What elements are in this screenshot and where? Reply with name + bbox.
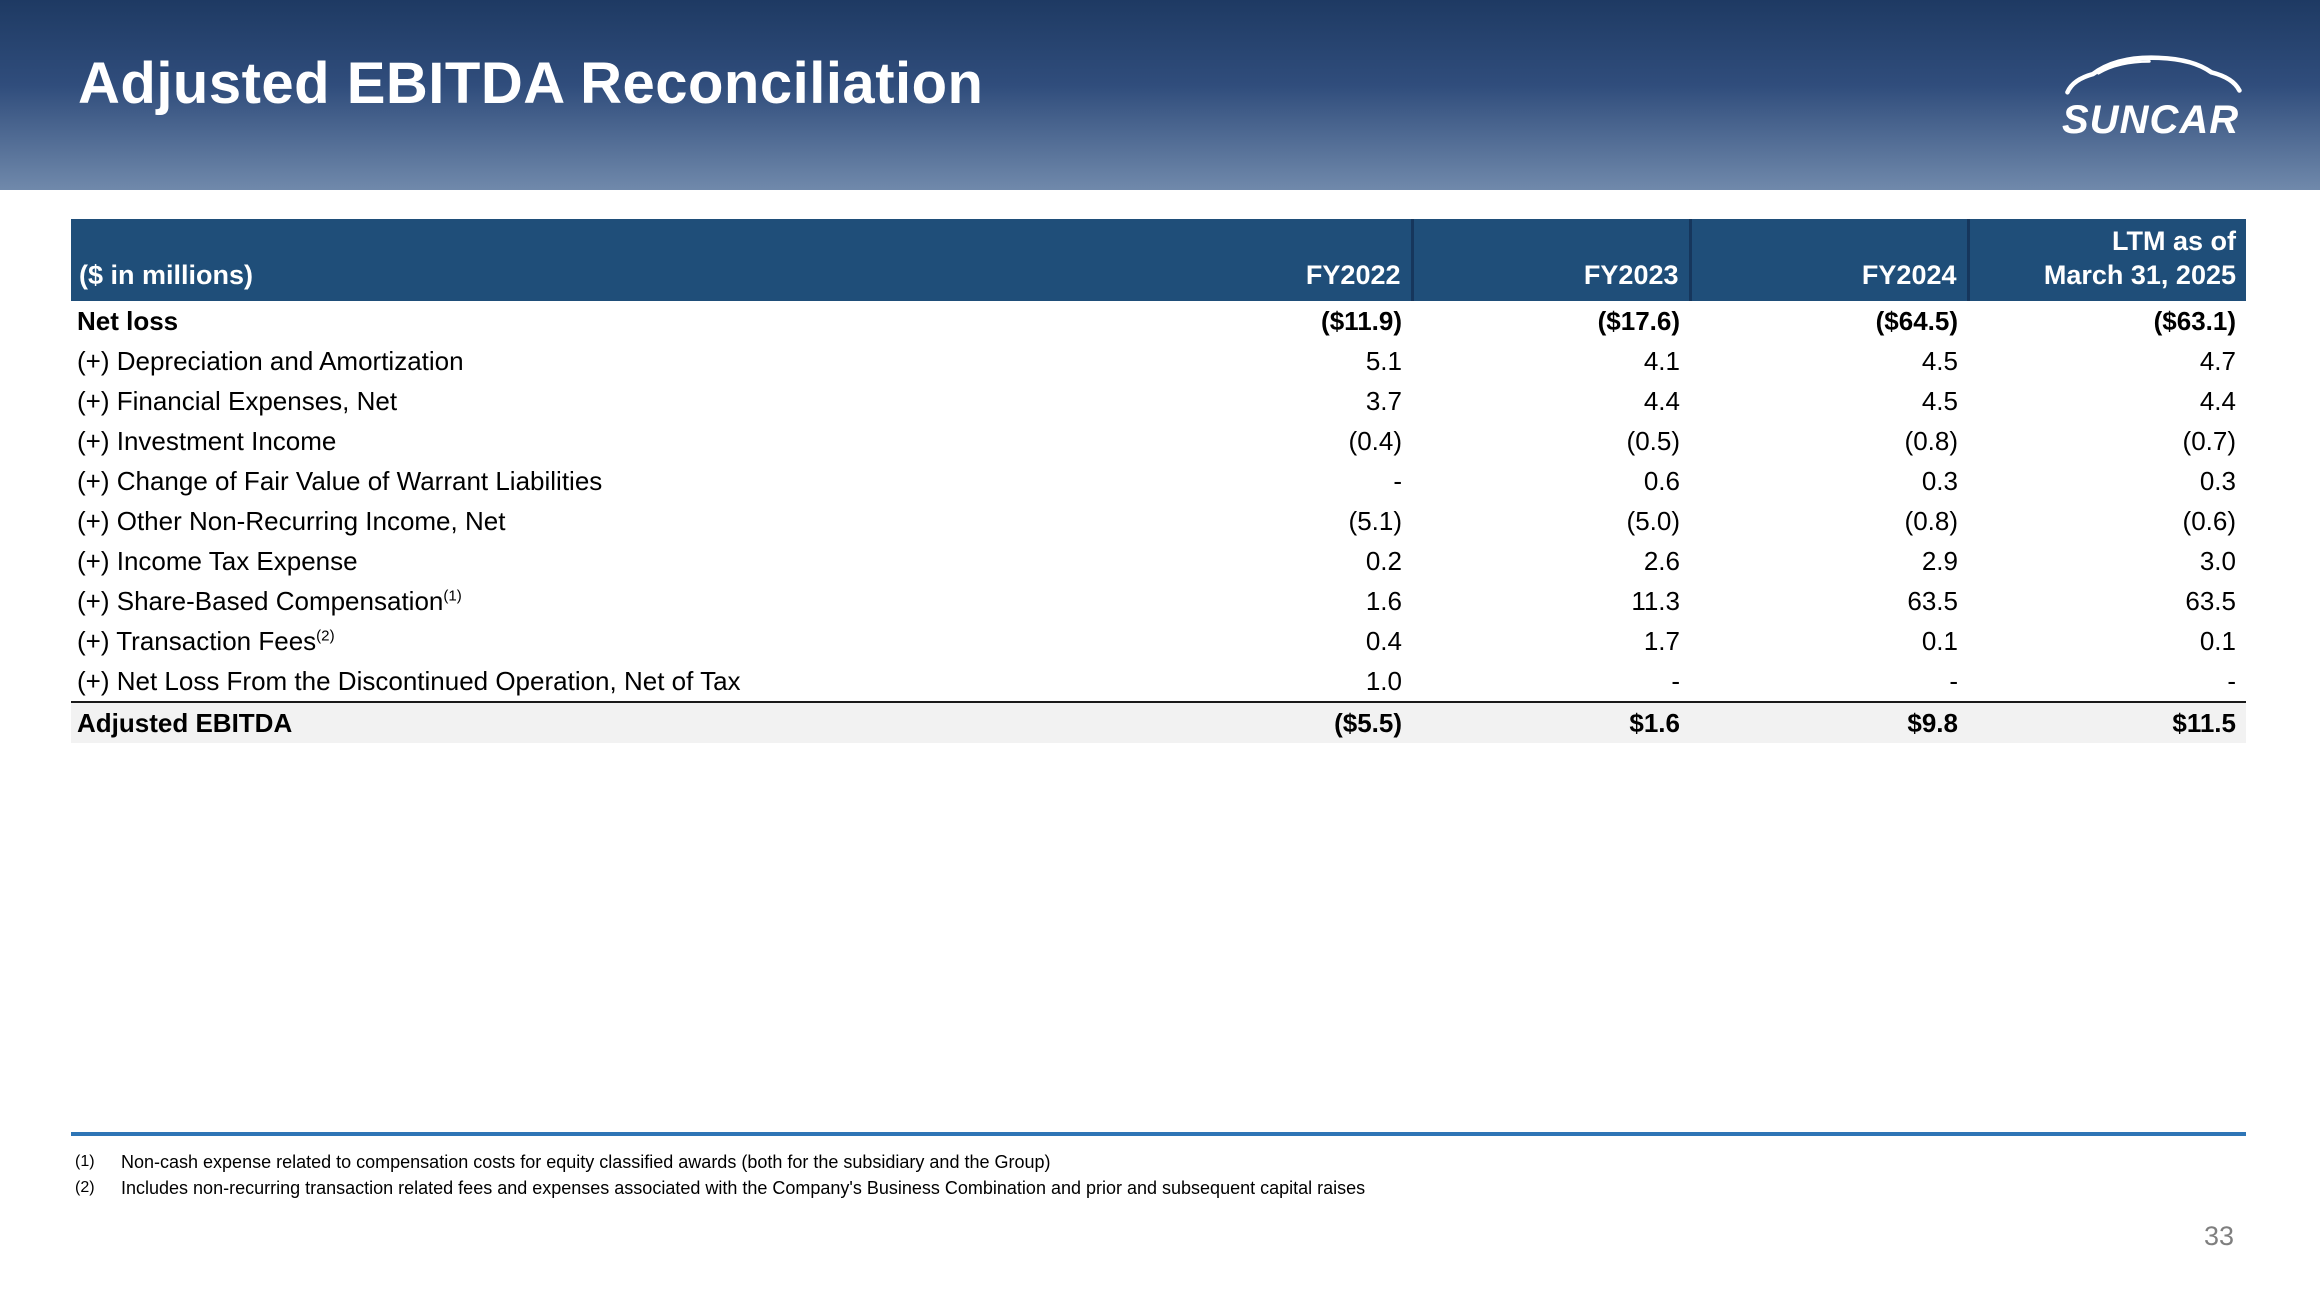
row-value: 0.3 bbox=[2199, 465, 2236, 496]
row-value: - bbox=[2227, 665, 2236, 696]
table-row: (+) Investment Income (0.4) (0.5) (0.8) (0.7… bbox=[71, 421, 2246, 461]
row-value: (0.5) bbox=[1626, 425, 1680, 456]
row-value: $11.5 bbox=[1968, 700, 2246, 743]
row-value: 0.1 bbox=[1921, 625, 1958, 656]
footnote: (2) Includes non-recurring transaction re… bbox=[75, 1178, 2175, 1199]
row-value: - bbox=[1671, 665, 1680, 696]
suncar-logo: SUNCAR bbox=[2062, 52, 2244, 140]
row-value: 0.1 bbox=[2199, 625, 2236, 656]
row-label: (+) Net Loss From the Discontinued Opera… bbox=[77, 665, 741, 696]
row-value: 4.7 bbox=[2199, 345, 2236, 376]
ebitda-reconciliation-table: ($ in millions) FY2022 FY2023 FY2024 LTM as … bbox=[71, 219, 2246, 743]
row-label: (+) Share-Based Compensation(1) bbox=[77, 585, 462, 616]
row-value: (5.0) bbox=[1626, 505, 1680, 536]
column-header: FY2024 bbox=[1688, 219, 1968, 301]
row-value: - bbox=[1393, 465, 1402, 496]
logo-text: SUNCAR bbox=[2062, 98, 2240, 142]
row-value: 2.6 bbox=[1643, 545, 1680, 576]
row-value: 63.5 bbox=[1907, 585, 1958, 616]
column-header: FY2023 bbox=[1410, 219, 1690, 301]
row-label: (+) Other Non-Recurring Income, Net bbox=[77, 505, 506, 536]
row-value: - bbox=[1949, 665, 1958, 696]
row-value: 1.6 bbox=[1365, 585, 1402, 616]
row-label: (+) Transaction Fees(2) bbox=[77, 625, 335, 656]
row-value: 11.3 bbox=[1631, 585, 1680, 616]
header-banner: Adjusted EBITDA Reconciliation SUNCAR bbox=[0, 0, 2320, 190]
table-row: (+) Income Tax Expense 0.2 2.6 2.9 3.0 bbox=[71, 541, 2246, 581]
row-value: ($17.6) bbox=[1597, 305, 1680, 336]
row-value: 0.2 bbox=[1365, 545, 1402, 576]
table-row: (+) Transaction Fees(2) 0.4 1.7 0.1 0.1 bbox=[71, 621, 2246, 661]
footnotes: (1) Non-cash expense related to compensat… bbox=[75, 1152, 2175, 1204]
table-row: (+) Net Loss From the Discontinued Opera… bbox=[71, 661, 2246, 702]
footnote-marker: (2) bbox=[75, 1179, 95, 1196]
footnote-text: Includes non-recurring transaction relat… bbox=[121, 1178, 1366, 1198]
footnote-divider bbox=[71, 1132, 2246, 1136]
column-header: FY2022 bbox=[1134, 219, 1412, 301]
row-value: 4.5 bbox=[1921, 345, 1958, 376]
row-value: $9.8 bbox=[1690, 700, 1968, 743]
table-row: (+) Change of Fair Value of Warrant Liab… bbox=[71, 461, 2246, 501]
row-label: Adjusted EBITDA bbox=[71, 700, 1134, 743]
row-value: 1.0 bbox=[1365, 665, 1402, 696]
column-header: LTM as of March 31, 2025 bbox=[1966, 219, 2246, 301]
row-value: (0.8) bbox=[1904, 425, 1958, 456]
row-label: (+) Financial Expenses, Net bbox=[77, 385, 398, 416]
row-value: ($64.5) bbox=[1875, 305, 1958, 336]
row-value: (0.8) bbox=[1904, 505, 1958, 536]
row-value: 4.1 bbox=[1643, 345, 1680, 376]
row-value: 4.4 bbox=[1643, 385, 1680, 416]
table-body: Net loss ($11.9) ($17.6) ($64.5) ($63.1) (+) … bbox=[71, 301, 2246, 743]
footnote-text: Non-cash expense related to compensation… bbox=[121, 1152, 1051, 1172]
table-head: ($ in millions) FY2022 FY2023 FY2024 LTM as … bbox=[71, 219, 2246, 301]
footnote-reference: (2) bbox=[316, 626, 335, 644]
footnote: (1) Non-cash expense related to compensat… bbox=[75, 1152, 2175, 1173]
row-value: 4.4 bbox=[2199, 385, 2236, 416]
row-label: (+) Depreciation and Amortization bbox=[77, 345, 464, 376]
row-value: $1.6 bbox=[1412, 700, 1690, 743]
row-value: 0.3 bbox=[1921, 465, 1958, 496]
page-title: Adjusted EBITDA Reconciliation bbox=[78, 51, 984, 116]
table-row: Net loss ($11.9) ($17.6) ($64.5) ($63.1) bbox=[71, 301, 2246, 341]
column-header-units: ($ in millions) bbox=[71, 219, 1134, 301]
footnote-marker: (1) bbox=[75, 1153, 95, 1170]
row-value: 4.5 bbox=[1921, 385, 1958, 416]
row-label: (+) Change of Fair Value of Warrant Liab… bbox=[77, 465, 603, 496]
row-value: 0.4 bbox=[1365, 625, 1402, 656]
table-row: (+) Share-Based Compensation(1) 1.6 11.3 63… bbox=[71, 581, 2246, 621]
row-value: (0.7) bbox=[2182, 425, 2236, 456]
table-row: (+) Financial Expenses, Net 3.7 4.4 4.5 4.4 bbox=[71, 381, 2246, 421]
table-row: (+) Other Non-Recurring Income, Net (5.1)… bbox=[71, 501, 2246, 541]
row-value: 1.7 bbox=[1643, 625, 1680, 656]
row-value: 0.6 bbox=[1643, 465, 1680, 496]
row-value: ($63.1) bbox=[2153, 305, 2236, 336]
row-value: 2.9 bbox=[1921, 545, 1958, 576]
table-row: Adjusted EBITDA ($5.5) $1.6 $9.8 $11.5 bbox=[71, 700, 2246, 743]
row-label: Net loss bbox=[77, 305, 179, 336]
footnote-reference: (1) bbox=[443, 586, 462, 604]
row-label: (+) Income Tax Expense bbox=[77, 545, 358, 576]
row-value: ($11.9) bbox=[1321, 305, 1402, 336]
row-value: 3.7 bbox=[1365, 385, 1402, 416]
row-value: (0.6) bbox=[2182, 505, 2236, 536]
row-value: 3.0 bbox=[2199, 545, 2236, 576]
row-value: 63.5 bbox=[2185, 585, 2236, 616]
row-label: (+) Investment Income bbox=[77, 425, 337, 456]
car-outline-icon bbox=[2065, 55, 2242, 95]
row-value: 5.1 bbox=[1365, 345, 1402, 376]
table-row: (+) Depreciation and Amortization 5.1 4.1 4… bbox=[71, 341, 2246, 381]
row-value: (0.4) bbox=[1348, 425, 1402, 456]
table-header-row: ($ in millions) FY2022 FY2023 FY2024 LTM as … bbox=[71, 219, 2246, 301]
page-number: 33 bbox=[2203, 1221, 2234, 1251]
row-value: (5.1) bbox=[1348, 505, 1402, 536]
row-value: ($5.5) bbox=[1134, 700, 1412, 743]
